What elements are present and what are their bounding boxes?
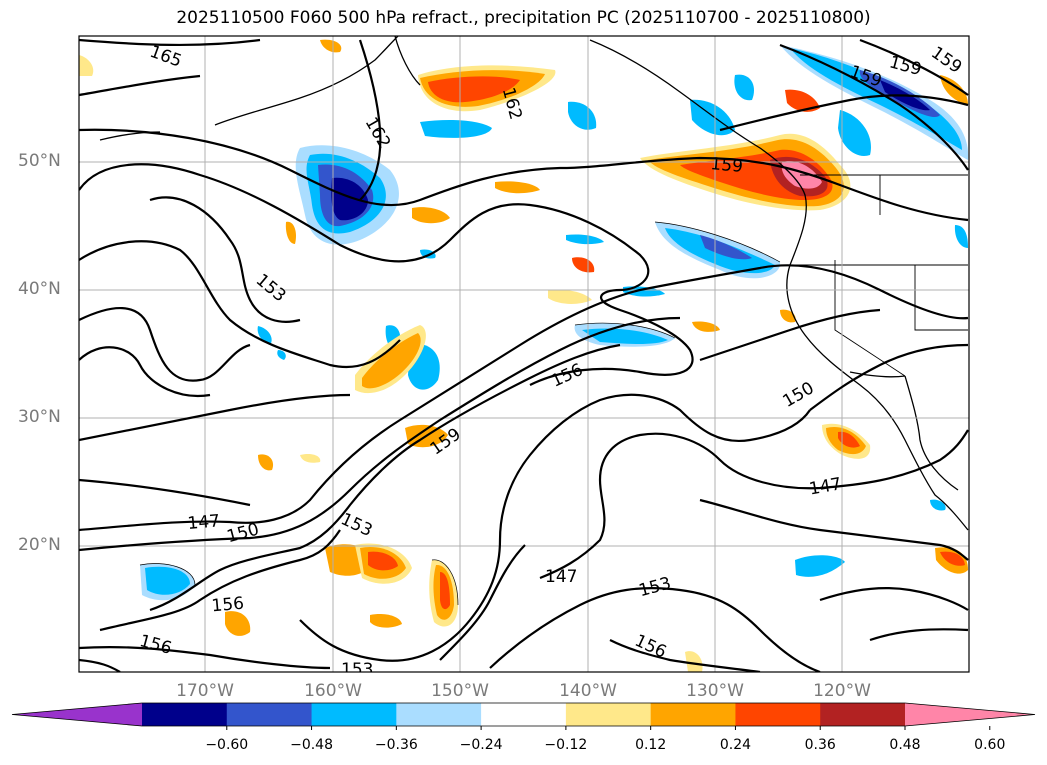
contour-label: 147 <box>545 567 577 587</box>
positive-anomaly-shading <box>79 39 968 672</box>
contour-label: 165 <box>147 42 184 72</box>
colorbar-tick-label: 0.60 <box>974 737 1006 753</box>
contour-label: 153 <box>337 509 375 541</box>
lat-label: 40°N <box>18 279 61 299</box>
contour-label: 147 <box>187 511 221 534</box>
contour-label: 159 <box>887 52 924 80</box>
colorbar-swatch <box>311 703 397 726</box>
lon-label: 150°W <box>431 681 489 701</box>
colorbar-extend-high <box>905 703 1035 726</box>
map-frame <box>78 35 970 673</box>
precipitation-field: 165 162 162 159 159 159 159 153 156 159 … <box>79 36 969 680</box>
colorbar-swatch <box>481 703 567 726</box>
colorbar-tick-label: 0.24 <box>719 737 752 753</box>
colorbar-extend-low <box>12 703 142 726</box>
colorbar-tick-label: −0.60 <box>205 737 249 753</box>
map-title: 2025110500 F060 500 hPa refract., precip… <box>176 8 871 28</box>
colorbar-swatch <box>650 703 736 726</box>
height-contours <box>79 38 969 672</box>
contour-label: 156 <box>548 360 586 392</box>
colorbar-tick-label: 0.12 <box>635 737 667 753</box>
colorbar-swatch <box>565 703 652 726</box>
colorbar-tick-label: 0.48 <box>889 737 921 753</box>
negative-anomaly-shading <box>140 45 969 601</box>
state-borders <box>795 174 968 377</box>
coastlines <box>99 36 969 531</box>
lon-label: 140°W <box>559 681 617 701</box>
colorbar-swatch <box>735 703 821 726</box>
colorbar-swatch <box>396 703 482 726</box>
contour-label: 150 <box>225 520 262 548</box>
lon-label: 160°W <box>304 681 362 701</box>
colorbar-swatch <box>142 703 228 726</box>
contour-label: 153 <box>637 574 674 602</box>
contour-label: 156 <box>211 594 245 617</box>
colorbar-tick-label: −0.24 <box>459 737 503 753</box>
colorbar-tick-label: −0.36 <box>374 737 418 753</box>
colorbar-swatch <box>820 703 906 726</box>
colorbar-tick-label: −0.12 <box>544 737 588 753</box>
contour-label: 150 <box>780 378 818 412</box>
lat-label: 30°N <box>18 407 61 427</box>
lat-label: 50°N <box>18 151 61 171</box>
gridlines <box>79 36 969 672</box>
contour-label: 159 <box>710 154 744 177</box>
lon-label: 170°W <box>176 681 234 701</box>
contour-label: 153 <box>252 270 290 306</box>
lat-label: 20°N <box>18 535 61 555</box>
contour-label: 162 <box>361 114 395 152</box>
colorbar <box>11 702 1036 730</box>
contour-label: 156 <box>137 631 174 659</box>
lon-label: 130°W <box>686 681 744 701</box>
colorbar-tick-label: 0.36 <box>804 737 836 753</box>
colorbar-outline <box>11 702 1036 727</box>
contour-label: 147 <box>808 474 843 499</box>
colorbar-tick-label: −0.48 <box>290 737 333 753</box>
lon-label: 120°W <box>813 681 871 701</box>
contour-label: 153 <box>341 660 373 680</box>
colorbar-swatch <box>226 703 313 726</box>
